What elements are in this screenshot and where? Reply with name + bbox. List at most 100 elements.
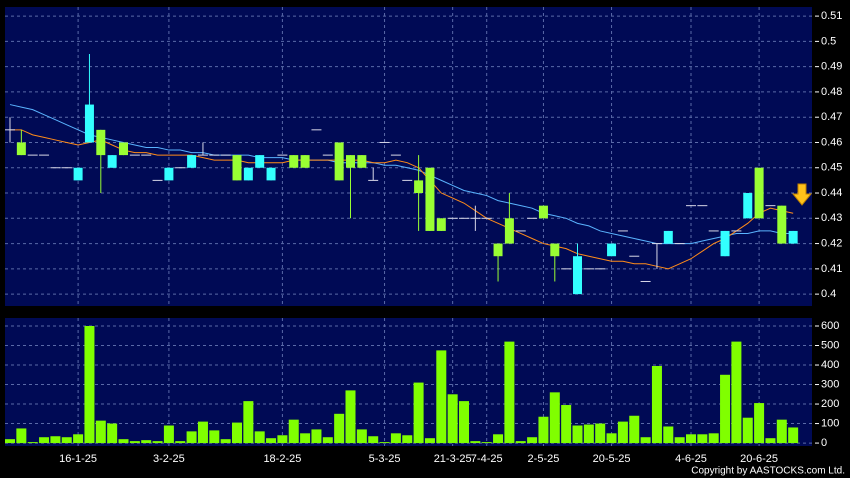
volume-bar	[436, 350, 447, 444]
candle-body	[107, 155, 117, 168]
volume-bar	[731, 341, 742, 444]
volume-bar	[538, 416, 549, 444]
candle-body	[266, 167, 276, 181]
volume-bar	[674, 437, 685, 444]
y-tick-label: 0.42	[821, 237, 842, 249]
y-tick-label: 0.44	[821, 187, 842, 199]
volume-bar	[107, 423, 118, 444]
volume-bar	[266, 438, 277, 444]
candle-body	[73, 167, 83, 181]
volume-bar	[493, 434, 504, 444]
volume-bar	[232, 422, 242, 444]
x-tick-label: 16-1-25	[59, 453, 97, 465]
volume-bar	[118, 439, 129, 444]
volume-bar	[629, 415, 640, 444]
volume-bar	[402, 435, 413, 444]
volume-bar	[697, 434, 708, 444]
volume-bar	[447, 394, 458, 444]
candle-body	[289, 155, 299, 168]
moving-average	[10, 129, 794, 270]
volume-bar	[50, 436, 61, 444]
candle-body	[300, 155, 310, 168]
volume-bar	[561, 405, 572, 444]
candle-body	[436, 218, 446, 231]
y-tick-label: 200	[821, 398, 839, 410]
y-tick-label: 0.5	[821, 35, 836, 47]
candle-body	[743, 193, 753, 219]
x-tick-label: 18-2-25	[263, 453, 301, 465]
candle-body	[425, 167, 435, 231]
volume-bar	[197, 421, 208, 444]
y-tick-label: 0.49	[821, 61, 842, 73]
volume-bar	[243, 401, 254, 444]
candle-body	[96, 129, 106, 156]
volume-bar	[141, 440, 152, 444]
candle-body	[346, 155, 355, 168]
candle-body	[538, 205, 548, 219]
copyright: Copyright by AASTOCKS.com Ltd.	[691, 466, 845, 477]
volume-bar	[617, 421, 628, 444]
candle-body	[777, 205, 787, 244]
volume-bar	[549, 392, 560, 444]
volume-bar	[686, 434, 696, 444]
volume-bar	[152, 441, 163, 444]
candle-body	[243, 167, 253, 181]
volume-bar	[254, 431, 265, 444]
candle-body	[754, 167, 764, 219]
y-tick-label: 0.51	[821, 10, 842, 22]
volume-bar	[334, 413, 345, 444]
y-tick-label: 0.4	[821, 288, 836, 300]
candle-body	[550, 243, 560, 257]
volume-bar	[345, 390, 356, 444]
y-tick-label: 0.46	[821, 136, 842, 148]
volume-bar	[220, 439, 231, 444]
volume-bar	[765, 438, 776, 444]
volume-bar	[95, 420, 106, 444]
volume-bar	[311, 429, 322, 444]
volume-bar	[413, 382, 424, 444]
volume-bar	[368, 436, 379, 444]
y-tick-label: 400	[821, 359, 839, 371]
volume-bar	[481, 442, 492, 444]
y-tick-label: 0.43	[821, 212, 842, 224]
y-tick-label: 0.48	[821, 86, 842, 98]
candle-body	[663, 230, 673, 244]
x-tick-label: 20-5-25	[593, 453, 631, 465]
volume-bar	[754, 403, 765, 444]
volume-bar	[288, 419, 299, 444]
volume-bar	[175, 441, 186, 444]
candle-body	[255, 155, 265, 168]
volume-bar	[186, 431, 197, 444]
candle-body	[414, 180, 424, 194]
volume-bar	[129, 441, 140, 444]
candle-body	[504, 218, 514, 244]
x-tick-label: 2-5-25	[528, 453, 560, 465]
last-price-arrow	[791, 183, 813, 206]
x-tick-label: 7-4-25	[471, 453, 503, 465]
candle-body	[607, 243, 617, 257]
y-tick-label: 0.47	[821, 111, 842, 123]
volume-bar	[720, 374, 731, 444]
volume-bar	[504, 341, 515, 444]
volume-bar	[300, 433, 311, 444]
moving-average	[9, 104, 794, 245]
x-tick-label: 20-6-25	[740, 453, 778, 465]
candle-body	[84, 104, 94, 143]
volume-bar	[595, 423, 606, 444]
candle-body	[232, 155, 242, 181]
y-tick-label: 100	[821, 417, 839, 429]
candle-body	[357, 155, 367, 168]
volume-bar	[209, 430, 220, 444]
x-tick-label: 3-2-25	[153, 453, 185, 465]
volume-bar	[390, 433, 401, 444]
volume-bar	[515, 441, 526, 444]
volume-panel	[5, 318, 812, 446]
candle-body	[720, 230, 730, 257]
candle-body	[187, 155, 197, 168]
price-panel	[5, 7, 812, 306]
volume-bar	[277, 435, 288, 444]
y-tick-label: 300	[821, 378, 839, 390]
volume-bar	[742, 417, 753, 444]
y-tick-label: 0	[821, 437, 827, 449]
